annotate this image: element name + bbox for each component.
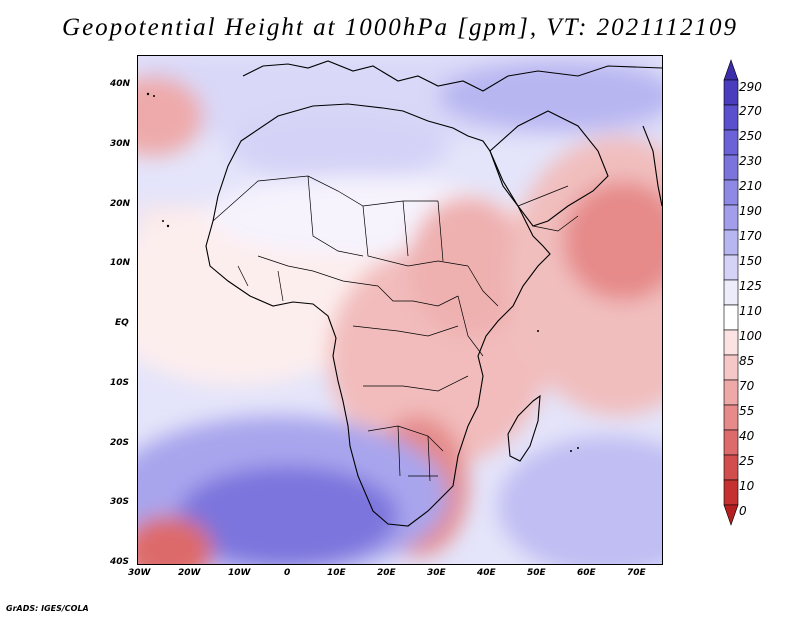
lat-tick-30S: 30S: [110, 497, 130, 507]
colorbar-swatch: [723, 104, 739, 131]
colorbar-label-85: 85: [739, 354, 755, 368]
lon-tick-60E: 60E: [577, 568, 596, 578]
lat-tick-30N: 30N: [110, 139, 131, 149]
colorbar-swatch: [723, 404, 739, 431]
colorbar-label-230: 230: [739, 154, 762, 168]
colorbar-label-210: 210: [739, 179, 762, 193]
height-field-shading: [138, 56, 662, 564]
colorbar-swatch: [723, 479, 739, 506]
colorbar-label-270: 270: [739, 104, 762, 118]
colorbar-label-40: 40: [739, 429, 755, 443]
colorbar-swatch: [723, 254, 739, 281]
lon-tick-50E: 50E: [527, 568, 546, 578]
india-coastline: [642, 125, 662, 207]
colorbar-label-100: 100: [739, 329, 762, 343]
lat-tick-EQ: EQ: [115, 318, 129, 328]
colorbar-label-70: 70: [739, 379, 755, 393]
colorbar-swatch: [723, 129, 739, 156]
chart-title: Geopotential Height at 1000hPa [gpm], VT…: [62, 14, 738, 41]
colorbar-top-arrow: [723, 59, 739, 81]
grads-credit: GrADS: IGES/COLA: [6, 604, 89, 613]
colorbar-swatch: [723, 304, 739, 331]
colorbar-swatch: [723, 354, 739, 381]
colorbar-label-110: 110: [739, 304, 762, 318]
colorbar-label-25: 25: [739, 454, 755, 468]
lat-tick-20N: 20N: [110, 199, 131, 209]
europe-coastline: [242, 60, 662, 92]
lat-tick-40N: 40N: [110, 79, 131, 89]
lon-tick-0: 0: [284, 568, 291, 578]
colorbar-label-290: 290: [739, 80, 762, 94]
colorbar-swatch: [723, 454, 739, 481]
colorbar-label-55: 55: [739, 404, 755, 418]
colorbar-label-0: 0: [739, 504, 747, 518]
colorbar-label-190: 190: [739, 204, 762, 218]
colorbar-label-250: 250: [739, 129, 762, 143]
lon-tick-30E: 30E: [427, 568, 446, 578]
lat-tick-20S: 20S: [110, 438, 130, 448]
colorbar-swatch: [723, 279, 739, 306]
colorbar-swatch: [723, 429, 739, 456]
lat-tick-10S: 10S: [110, 378, 130, 388]
lon-tick-20W: 20W: [178, 568, 201, 578]
colorbar-swatch: [723, 154, 739, 181]
madagascar-coastline: [507, 394, 541, 462]
country-borders: [212, 175, 579, 482]
colorbar-swatch: [723, 204, 739, 231]
lon-tick-40E: 40E: [477, 568, 496, 578]
colorbar: [723, 59, 739, 526]
lon-tick-10W: 10W: [228, 568, 251, 578]
colorbar-label-125: 125: [739, 279, 762, 293]
colorbar-swatch: [723, 79, 739, 106]
colorbar-bottom-arrow: [723, 504, 739, 526]
colorbar-swatch: [723, 329, 739, 356]
lat-tick-40S: 40S: [110, 557, 130, 567]
colorbar-label-10: 10: [739, 479, 755, 493]
lon-tick-20E: 20E: [377, 568, 396, 578]
colorbar-label-170: 170: [739, 229, 762, 243]
colorbar-swatch: [723, 379, 739, 406]
lon-tick-70E: 70E: [627, 568, 646, 578]
colorbar-swatch: [723, 229, 739, 256]
colorbar-label-150: 150: [739, 254, 762, 268]
geopotential-map: [138, 56, 662, 564]
lon-tick-30W: 30W: [128, 568, 151, 578]
lat-tick-10N: 10N: [110, 258, 131, 268]
lon-tick-10E: 10E: [327, 568, 346, 578]
map-panel: [137, 55, 663, 565]
colorbar-swatch: [723, 179, 739, 206]
islands: [146, 92, 579, 452]
africa-coastline: [205, 103, 551, 527]
